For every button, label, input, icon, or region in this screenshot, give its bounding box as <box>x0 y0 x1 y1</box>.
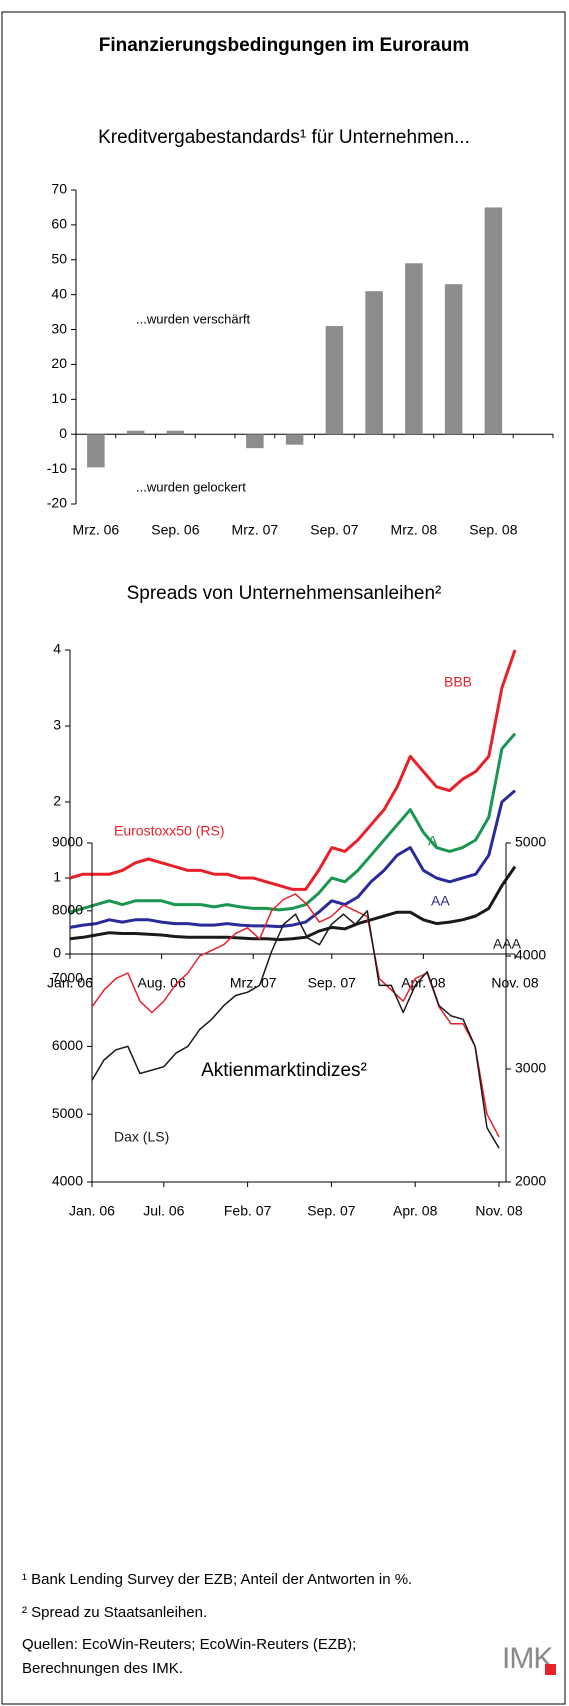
chart-title: Kreditvergabestandards¹ für Unternehmen.… <box>98 127 470 148</box>
frame <box>1 11 566 1705</box>
annotation: ...wurden verschärft <box>136 311 251 326</box>
bar <box>365 291 383 435</box>
y2-tick-label: 4000 <box>515 947 546 963</box>
source: Quellen: EcoWin-Reuters; EcoWin-Reuters … <box>22 1636 356 1653</box>
y-tick-label: 4 <box>53 641 61 657</box>
x-tick-label: Feb. 07 <box>224 1203 272 1219</box>
y-tick-label: 4000 <box>52 1173 83 1189</box>
series-label: Eurostoxx50 (RS) <box>114 823 224 839</box>
series-label: Dax (LS) <box>114 1129 169 1145</box>
y-tick-label: 6000 <box>52 1037 83 1053</box>
x-tick-label: Apr. 08 <box>401 975 446 991</box>
series-label: AAA <box>493 936 522 952</box>
x-tick-label: Sep. 08 <box>469 522 517 538</box>
x-tick-label: Jul. 06 <box>143 1203 184 1219</box>
series-label: BBB <box>444 674 472 690</box>
bar <box>444 284 463 435</box>
bar <box>285 434 304 445</box>
bar <box>126 430 145 435</box>
y-tick-label: 20 <box>51 355 67 371</box>
y-tick-label: 7000 <box>52 969 83 985</box>
y-tick-label: 0 <box>53 945 61 961</box>
series-line <box>69 865 517 942</box>
bar <box>484 207 503 435</box>
chart-title: Aktienmarktindizes² <box>201 1060 367 1081</box>
y2-tick-label: 2000 <box>515 1173 546 1189</box>
page-title: Finanzierungsbedingungen im Euroraum <box>99 35 470 56</box>
x-tick-label: Jan. 06 <box>69 1203 115 1219</box>
y2-tick-label: 5000 <box>515 834 546 850</box>
y-tick-label: 3 <box>53 717 61 733</box>
x-tick-label: Mrz. 08 <box>391 522 438 538</box>
series-label: A <box>428 833 438 849</box>
y-tick-label: 40 <box>51 285 67 301</box>
bar <box>246 434 264 449</box>
chart-title: Spreads von Unternehmensanleihen² <box>127 583 442 604</box>
x-tick-label: Mrz. 07 <box>230 975 277 991</box>
x-tick-label: Nov. 08 <box>491 975 538 991</box>
footnote: ¹ Bank Lending Survey der EZB; Anteil de… <box>22 1571 412 1588</box>
y-tick-label: -20 <box>47 495 67 511</box>
x-tick-label: Apr. 08 <box>393 1203 438 1219</box>
y-tick-label: 0 <box>59 425 67 441</box>
y2-tick-label: 3000 <box>515 1060 546 1076</box>
x-tick-label: Nov. 08 <box>475 1203 522 1219</box>
x-tick-label: Sep. 06 <box>151 522 199 538</box>
series-line <box>69 649 517 891</box>
footnote: ² Spread zu Staatsanleihen. <box>22 1604 207 1621</box>
y-tick-label: 70 <box>51 181 67 197</box>
y-tick-label: -10 <box>47 460 67 476</box>
series-line <box>69 732 517 914</box>
y-tick-label: 30 <box>51 320 67 336</box>
x-tick-label: Jan. 06 <box>47 975 93 991</box>
x-tick-label: Sep. 07 <box>307 1203 355 1219</box>
series-line <box>91 910 500 1149</box>
x-tick-label: Mrz. 07 <box>232 522 279 538</box>
series-line <box>69 789 516 929</box>
logo-square <box>545 1664 556 1675</box>
y-tick-label: 9000 <box>52 834 83 850</box>
y-tick-label: 60 <box>51 216 67 232</box>
series-label: AA <box>431 893 450 909</box>
y-tick-label: 5000 <box>52 1105 83 1121</box>
bar <box>166 430 185 435</box>
y-tick-label: 1 <box>53 869 61 885</box>
annotation: ...wurden gelockert <box>136 479 246 494</box>
source: Berechnungen des IMK. <box>22 1660 183 1677</box>
y-tick-label: 50 <box>51 250 67 266</box>
bar <box>87 434 105 468</box>
x-tick-label: Mrz. 06 <box>73 522 120 538</box>
bar <box>325 326 344 435</box>
y-tick-label: 10 <box>51 390 67 406</box>
x-tick-label: Aug. 06 <box>137 975 185 991</box>
x-tick-label: Sep. 07 <box>308 975 356 991</box>
y-tick-label: 2 <box>53 793 61 809</box>
bar <box>405 263 423 435</box>
series-line <box>91 893 500 1138</box>
x-tick-label: Sep. 07 <box>310 522 358 538</box>
y-tick-label: 8000 <box>52 902 83 918</box>
